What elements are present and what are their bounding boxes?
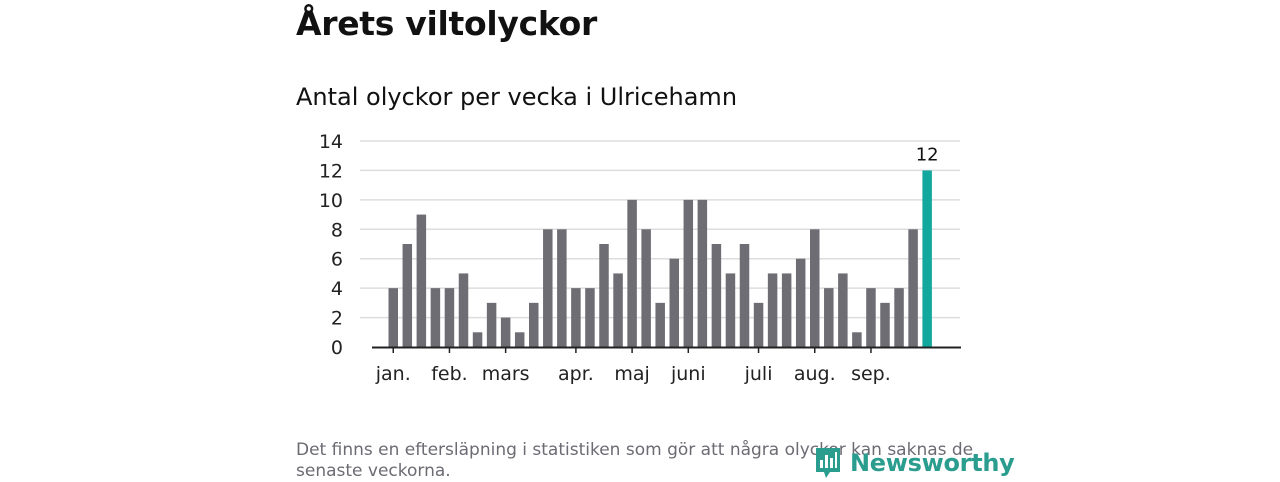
bar-chart: 0 2 4 6 8 10 12 14 12 jan. feb. mars apr. maj juni juli… [319, 131, 961, 385]
bar [753, 302, 764, 347]
bar [388, 288, 398, 347]
newsworthy-logo: Newsworthy [814, 446, 1015, 480]
bar [810, 229, 820, 347]
bar [739, 244, 750, 347]
bar [908, 229, 918, 347]
bar [571, 288, 581, 347]
bar [599, 244, 609, 347]
bar [458, 273, 469, 347]
bar [402, 244, 413, 347]
bar [472, 332, 483, 347]
bar [852, 332, 862, 347]
bar [880, 302, 890, 347]
y-tick-label: 10 [319, 190, 343, 212]
bar [711, 244, 722, 347]
bar [416, 214, 427, 347]
bar [543, 229, 553, 347]
x-tick-label: sep. [851, 363, 891, 385]
bar [585, 288, 595, 347]
bar [866, 288, 876, 347]
newsworthy-logo-icon [816, 448, 840, 478]
y-tick-label: 12 [319, 160, 343, 182]
newsworthy-logo-text: Newsworthy [850, 449, 1015, 477]
y-tick-label: 4 [331, 278, 343, 300]
x-tick-label: aug. [794, 363, 836, 385]
y-tick-label: 0 [331, 337, 343, 359]
bar [697, 199, 708, 347]
x-tick-label: apr. [558, 363, 594, 385]
bar [655, 302, 665, 347]
bar [683, 199, 694, 347]
footnote: Det finns en eftersläpning i statistiken… [296, 440, 974, 481]
bar [613, 273, 623, 347]
y-tick-label: 2 [331, 308, 343, 330]
x-tick-label: maj [614, 363, 649, 385]
data-label: 12 [916, 144, 939, 165]
x-tick-label: mars [482, 363, 530, 385]
bar [795, 258, 806, 347]
x-tick-label: juni [670, 363, 706, 385]
y-tick-label: 14 [319, 131, 343, 153]
bar [725, 273, 736, 347]
x-tick-label: jan. [375, 363, 411, 385]
chart-title: Årets viltolyckor [296, 4, 597, 43]
bar [894, 288, 904, 347]
x-tick-label: feb. [431, 363, 467, 385]
bar [444, 288, 455, 347]
bar [500, 317, 511, 347]
bar [529, 302, 539, 347]
bar [514, 332, 525, 347]
bar [838, 273, 848, 347]
bar [781, 273, 792, 347]
bar [627, 199, 637, 347]
bar [486, 302, 497, 347]
y-tick-label: 6 [331, 249, 343, 271]
y-tick-label: 8 [331, 219, 343, 241]
bar [557, 229, 567, 347]
bar [767, 273, 778, 347]
chart-subtitle: Antal olyckor per vecka i Ulricehamn [296, 83, 738, 111]
bar [641, 229, 651, 347]
bar [824, 288, 834, 347]
x-tick-label: juli [744, 363, 773, 385]
bar [669, 258, 679, 347]
bar [430, 288, 441, 347]
bar-highlight [922, 170, 932, 347]
